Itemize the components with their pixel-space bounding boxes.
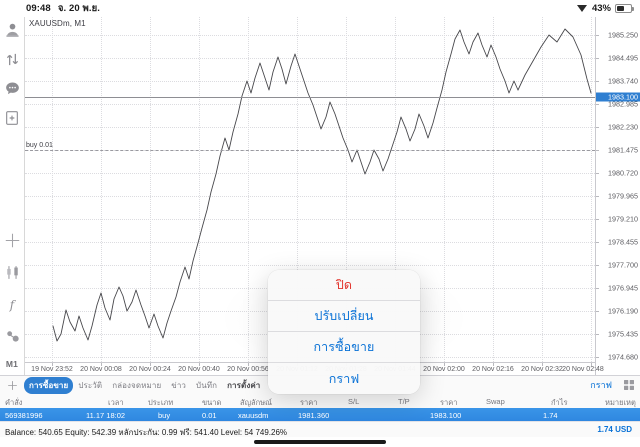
status-bar: 09:48 จ. 20 พ.ย. 43% — [0, 0, 640, 17]
tab-trade[interactable]: การซื้อขาย — [24, 376, 74, 394]
col-header-sl[interactable]: S/L — [348, 397, 360, 406]
left-toolbar: f M1 — [0, 17, 25, 375]
col-header-symbol[interactable]: สัญลักษณ์ — [240, 398, 273, 407]
chart-symbol-label: XAUUSDm, M1 — [29, 19, 86, 28]
price-axis[interactable]: 1985.250 1984.495 1983.740 1982.985 1982… — [595, 17, 640, 375]
crosshair-icon[interactable] — [3, 231, 22, 250]
tab-settings[interactable]: การตั้งค่า — [227, 380, 261, 390]
price-tick-label: 1983.740 — [608, 76, 638, 86]
time-tick-label: 20 Nov 00:24 — [129, 365, 171, 373]
tab-chart-link[interactable]: กราฟ — [590, 380, 612, 390]
timeframe-badge[interactable]: M1 — [5, 359, 19, 369]
price-tick-label: 1984.495 — [608, 53, 638, 63]
home-indicator[interactable] — [254, 440, 386, 444]
price-tick-label: 1979.965 — [608, 191, 638, 201]
time-tick-label: 20 Nov 02:00 — [423, 365, 465, 373]
tab-journal[interactable]: บันทึก — [196, 380, 218, 390]
svg-text:f: f — [9, 298, 17, 312]
cell-time: 11.17 18:02 — [86, 411, 126, 420]
menu-item-trade[interactable]: การซื้อขาย — [268, 332, 420, 363]
menu-item-close[interactable]: ปิด — [268, 270, 420, 301]
price-tick-label: 1981.475 — [608, 145, 638, 155]
current-price-tag: 1983.100 — [596, 92, 640, 102]
price-tick-label: 1974.680 — [608, 352, 638, 362]
time-tick-label: 20 Nov 02:16 — [472, 365, 514, 373]
price-tick-label: 1976.945 — [608, 283, 638, 293]
battery-icon — [615, 4, 634, 13]
price-line-series — [52, 28, 592, 342]
total-profit-label: 1.74 USD — [597, 425, 632, 434]
status-bar-left: 09:48 จ. 20 พ.ย. — [0, 1, 100, 16]
time-tick-label: 20 Nov 00:08 — [80, 365, 122, 373]
time-tick-label: 19 Nov 23:52 — [31, 365, 73, 373]
price-tick-label: 1982.985 — [608, 99, 638, 109]
grid-icon[interactable] — [618, 379, 640, 391]
cell-open: 1981.360 — [298, 411, 330, 420]
cell-profit: 1.74 — [543, 411, 558, 420]
price-tick-label: 1979.210 — [608, 214, 638, 224]
tab-mailbox[interactable]: กล่องจดหมาย — [112, 380, 162, 390]
menu-item-modify[interactable]: ปรับเปลี่ยน — [268, 301, 420, 332]
new-order-icon[interactable] — [3, 108, 22, 127]
price-tick-label: 1985.250 — [608, 30, 638, 40]
price-tick-label: 1977.700 — [608, 260, 638, 270]
col-header-tp[interactable]: T/P — [398, 397, 410, 406]
tab-history[interactable]: ประวัติ — [78, 380, 103, 390]
left-toolbar-bottom-group: f M1 — [3, 231, 22, 375]
account-summary-bar: Balance: 540.65 Equity: 542.39 หลักประกั… — [0, 421, 640, 437]
plus-icon[interactable] — [0, 379, 24, 392]
tab-news[interactable]: ข่าว — [171, 380, 187, 390]
cell-volume: 0.01 — [202, 411, 217, 420]
cell-price: 1983.100 — [430, 411, 462, 420]
trade-table-header: คำสั่ง เวลา ประเภท ขนาด สัญลักษณ์ ราคา S… — [0, 394, 640, 408]
status-date: จ. 20 พ.ย. — [57, 3, 100, 14]
indicators-icon[interactable]: f — [3, 295, 22, 314]
price-tick-label: 1976.190 — [608, 306, 638, 316]
current-price-line — [25, 97, 595, 98]
price-tick-label: 1975.435 — [608, 329, 638, 339]
accounts-icon[interactable] — [3, 21, 22, 40]
col-header-comment[interactable]: หมายเหตุ — [605, 398, 636, 407]
position-level-label: buy 0.01 — [26, 142, 53, 149]
cell-symbol: xauusdm — [238, 411, 269, 420]
price-tick-label: 1982.230 — [608, 122, 638, 132]
col-header-time[interactable]: เวลา — [108, 398, 124, 407]
menu-item-chart[interactable]: กราฟ — [328, 371, 360, 386]
chart-type-icon[interactable] — [3, 263, 22, 282]
col-header-order[interactable]: คำสั่ง — [5, 398, 23, 407]
left-toolbar-top-group — [3, 17, 22, 127]
col-header-volume[interactable]: ขนาด — [202, 398, 222, 407]
price-tick-label: 1980.720 — [608, 168, 638, 178]
col-header-profit[interactable]: กำไร — [551, 398, 568, 407]
chat-bubble-icon[interactable] — [3, 79, 22, 98]
table-row[interactable]: 569381996 11.17 18:02 buy 0.01 xauusdm 1… — [0, 408, 640, 421]
col-header-open[interactable]: ราคา — [300, 398, 318, 407]
col-header-price[interactable]: ราคา — [440, 398, 458, 407]
account-summary-text: Balance: 540.65 Equity: 542.39 หลักประกั… — [5, 428, 288, 437]
wifi-icon — [576, 4, 588, 13]
trade-arrows-icon[interactable] — [3, 50, 22, 69]
cell-type: buy — [158, 411, 171, 420]
time-tick-label: 20 Nov 02:32 — [521, 365, 563, 373]
context-menu[interactable]: ปิด ปรับเปลี่ยน การซื้อขาย กราฟ — [268, 270, 420, 394]
col-header-type[interactable]: ประเภท — [148, 398, 174, 407]
status-bar-right: 43% — [576, 3, 640, 14]
price-tick-label: 1978.455 — [608, 237, 638, 247]
time-tick-label: 20 Nov 02:48 — [562, 365, 604, 373]
time-tick-label: 20 Nov 00:56 — [227, 365, 269, 373]
cell-order: 569381996 — [5, 411, 43, 420]
time-tick-label: 20 Nov 00:40 — [178, 365, 220, 373]
objects-icon[interactable] — [3, 327, 22, 346]
battery-percent: 43% — [591, 3, 611, 14]
col-header-swap[interactable]: Swap — [486, 397, 505, 406]
position-level-line — [25, 150, 595, 151]
status-time: 09:48 — [26, 3, 51, 14]
